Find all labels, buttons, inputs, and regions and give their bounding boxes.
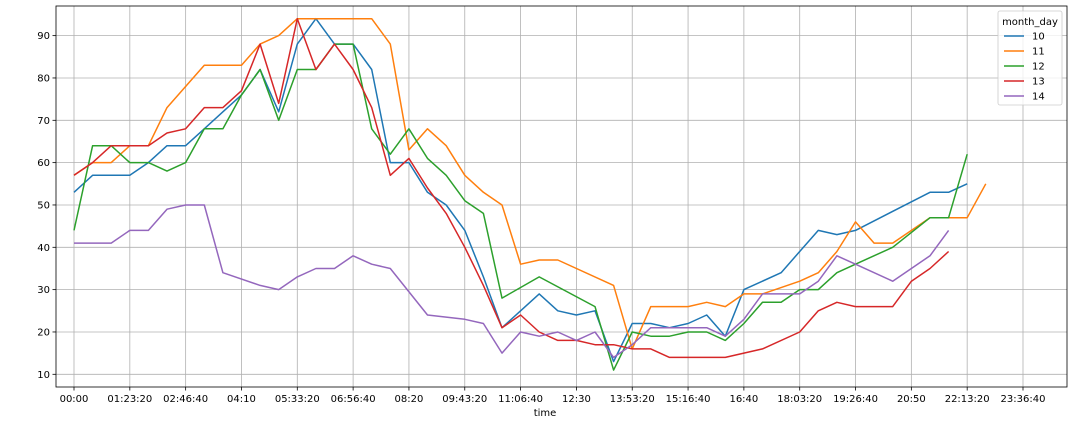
x-tick-label: 13:53:20 bbox=[610, 394, 655, 405]
x-tick-label: 08:20 bbox=[395, 394, 424, 405]
x-tick-label: 23:36:40 bbox=[1001, 394, 1046, 405]
legend-label-13: 13 bbox=[1032, 77, 1045, 88]
series-layer bbox=[73, 17, 987, 371]
y-tick-label: 10 bbox=[37, 370, 50, 381]
series-line-14 bbox=[74, 204, 950, 359]
series-line-10 bbox=[73, 17, 968, 363]
legend-label-11: 11 bbox=[1032, 47, 1045, 58]
x-tick-label: 12:30 bbox=[562, 394, 591, 405]
y-tick-label: 60 bbox=[37, 158, 50, 169]
x-tick-label: 20:50 bbox=[897, 394, 926, 405]
series-line-13 bbox=[73, 17, 950, 359]
legend-label-12: 12 bbox=[1032, 62, 1045, 73]
y-tick-label: 50 bbox=[37, 200, 50, 211]
x-tick-label: 15:16:40 bbox=[666, 394, 711, 405]
legend-label-10: 10 bbox=[1032, 32, 1045, 43]
x-tick-label: 06:56:40 bbox=[331, 394, 376, 405]
legend: month_day 10 11 12 13 14 bbox=[997, 10, 1063, 106]
series-line-12 bbox=[73, 43, 968, 371]
y-axis: 10 20 30 40 50 60 70 80 90 bbox=[37, 31, 56, 381]
y-tick-label: 70 bbox=[37, 116, 50, 127]
x-tick-label: 18:03:20 bbox=[777, 394, 822, 405]
x-tick-label: 01:23:20 bbox=[107, 394, 152, 405]
y-tick-label: 80 bbox=[37, 73, 50, 84]
x-tick-label: 22:13:20 bbox=[945, 394, 990, 405]
x-tick-label: 02:46:40 bbox=[163, 394, 208, 405]
x-axis-label: time bbox=[534, 408, 557, 419]
x-tick-label: 04:10 bbox=[227, 394, 256, 405]
x-tick-label: 05:33:20 bbox=[275, 394, 320, 405]
x-tick-label: 19:26:40 bbox=[833, 394, 878, 405]
plot-frame bbox=[55, 5, 1068, 388]
y-tick-label: 20 bbox=[37, 327, 50, 338]
legend-label-14: 14 bbox=[1032, 92, 1045, 103]
x-tick-label: 09:43:20 bbox=[442, 394, 487, 405]
x-tick-label: 16:40 bbox=[729, 394, 758, 405]
x-tick-label: 00:00 bbox=[60, 394, 89, 405]
series-line-11 bbox=[73, 17, 987, 350]
legend-title: month_day bbox=[1002, 17, 1058, 28]
y-tick-label: 90 bbox=[37, 31, 50, 42]
y-tick-label: 30 bbox=[37, 285, 50, 296]
x-axis: 00:00 01:23:20 02:46:40 04:10 05:33:20 06:56:… bbox=[60, 387, 1046, 405]
x-tick-label: 11:06:40 bbox=[498, 394, 543, 405]
plot-area bbox=[56, 6, 1067, 387]
y-tick-label: 40 bbox=[37, 243, 50, 254]
